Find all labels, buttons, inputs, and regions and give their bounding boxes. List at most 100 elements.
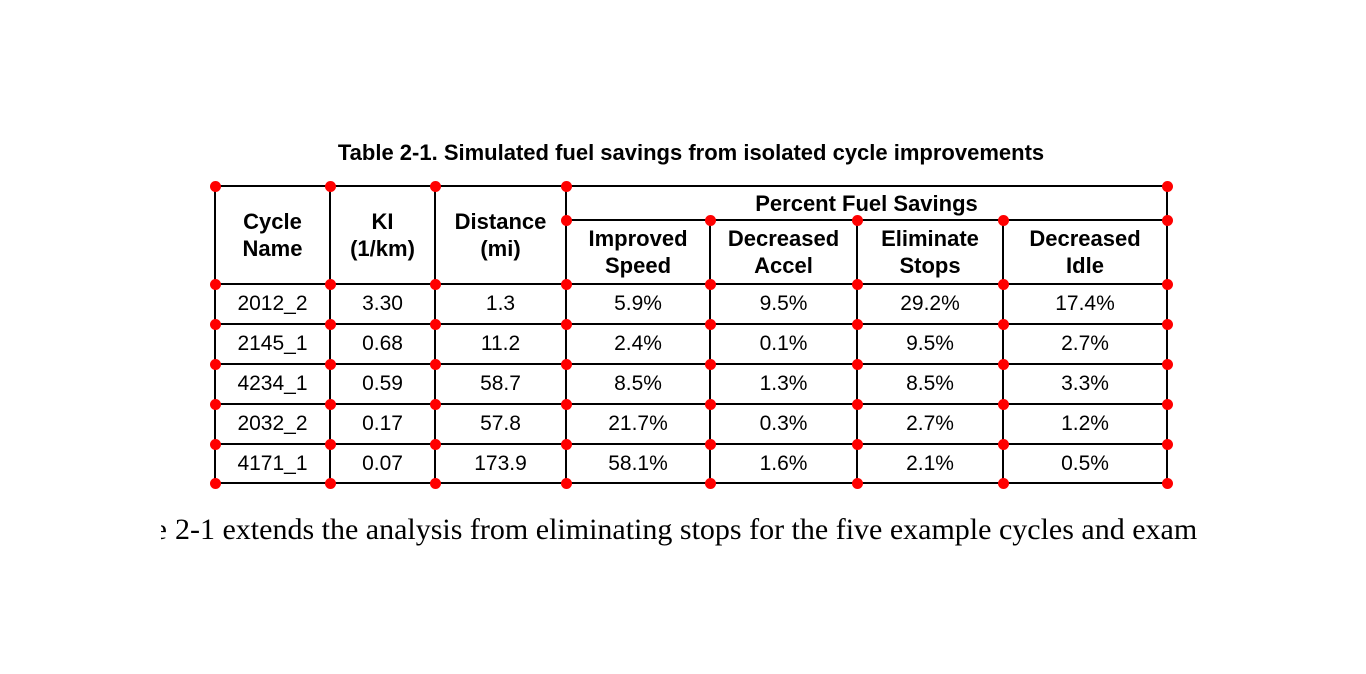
grid-handle-dot[interactable] xyxy=(1162,215,1173,226)
cell-1-decreased-accel: 0.1% xyxy=(710,324,857,364)
grid-handle-dot[interactable] xyxy=(325,399,336,410)
grid-handle-dot[interactable] xyxy=(430,399,441,410)
cell-2-improved-speed: 8.5% xyxy=(566,364,710,404)
grid-handle-dot[interactable] xyxy=(998,279,1009,290)
table-grid-line xyxy=(214,185,216,484)
cell-4-ki: 0.07 xyxy=(330,444,435,483)
grid-handle-dot[interactable] xyxy=(210,439,221,450)
grid-handle-dot[interactable] xyxy=(325,439,336,450)
table-grid-line xyxy=(214,363,1168,365)
cell-text: 2.7% xyxy=(1061,332,1109,355)
cell-3-distance-mi: 57.8 xyxy=(435,404,566,444)
cell-4-eliminate-stops: 2.1% xyxy=(857,444,1003,483)
grid-handle-dot[interactable] xyxy=(852,478,863,489)
grid-handle-dot[interactable] xyxy=(998,439,1009,450)
grid-handle-dot[interactable] xyxy=(1162,478,1173,489)
grid-handle-dot[interactable] xyxy=(430,359,441,370)
cell-text: 9.5% xyxy=(906,332,954,355)
cell-text: 0.5% xyxy=(1061,451,1109,475)
grid-handle-dot[interactable] xyxy=(325,359,336,370)
grid-handle-dot[interactable] xyxy=(1162,439,1173,450)
cell-text: 1.3% xyxy=(759,372,808,395)
cell-3-decreased-idle: 1.2% xyxy=(1003,404,1167,444)
cell-1-ki: 0.68 xyxy=(330,324,435,364)
grid-handle-dot[interactable] xyxy=(561,181,572,192)
grid-handle-dot[interactable] xyxy=(852,359,863,370)
cell-2-decreased-idle: 3.3% xyxy=(1003,364,1167,404)
cell-0-decreased-accel: 9.5% xyxy=(710,284,857,324)
grid-handle-dot[interactable] xyxy=(210,399,221,410)
cell-0-cycle-name: 2012_2 xyxy=(215,284,330,324)
grid-handle-dot[interactable] xyxy=(210,319,221,330)
grid-handle-dot[interactable] xyxy=(210,181,221,192)
grid-handle-dot[interactable] xyxy=(1162,181,1173,192)
grid-handle-dot[interactable] xyxy=(430,181,441,192)
grid-handle-dot[interactable] xyxy=(852,399,863,410)
grid-handle-dot[interactable] xyxy=(998,319,1009,330)
grid-handle-dot[interactable] xyxy=(561,439,572,450)
cell-4-improved-speed: 58.1% xyxy=(566,444,710,483)
cell-text: 1.6% xyxy=(759,451,808,475)
grid-handle-dot[interactable] xyxy=(430,319,441,330)
table-grid-line xyxy=(565,185,567,484)
grid-handle-dot[interactable] xyxy=(561,279,572,290)
cell-text: 8.5% xyxy=(614,372,662,395)
grid-handle-dot[interactable] xyxy=(705,215,716,226)
cell-text: (mi) xyxy=(480,236,521,261)
grid-handle-dot[interactable] xyxy=(705,399,716,410)
grid-handle-dot[interactable] xyxy=(852,319,863,330)
grid-handle-dot[interactable] xyxy=(998,478,1009,489)
grid-handle-dot[interactable] xyxy=(852,279,863,290)
grid-handle-dot[interactable] xyxy=(561,399,572,410)
grid-handle-dot[interactable] xyxy=(430,478,441,489)
grid-handle-dot[interactable] xyxy=(325,181,336,192)
grid-handle-dot[interactable] xyxy=(998,399,1009,410)
cell-text: Idle xyxy=(1066,253,1104,278)
cell-text: Distance xyxy=(454,209,547,234)
cell-text: Improved xyxy=(588,226,688,251)
grid-handle-dot[interactable] xyxy=(998,215,1009,226)
grid-handle-dot[interactable] xyxy=(325,319,336,330)
grid-handle-dot[interactable] xyxy=(705,439,716,450)
header-cell-ki: KI (1/km) xyxy=(330,186,435,284)
cell-text: 57.8 xyxy=(480,412,521,435)
grid-handle-dot[interactable] xyxy=(998,359,1009,370)
grid-handle-dot[interactable] xyxy=(1162,279,1173,290)
grid-handle-dot[interactable] xyxy=(325,478,336,489)
grid-handle-dot[interactable] xyxy=(705,478,716,489)
grid-handle-dot[interactable] xyxy=(561,478,572,489)
grid-handle-dot[interactable] xyxy=(210,279,221,290)
cell-text: 58.7 xyxy=(480,372,521,395)
table-grid-line xyxy=(214,323,1168,325)
body-text: 2-1 extends the analysis from eliminatin… xyxy=(175,513,1198,546)
grid-handle-dot[interactable] xyxy=(705,319,716,330)
grid-handle-dot[interactable] xyxy=(210,478,221,489)
grid-handle-dot[interactable] xyxy=(561,215,572,226)
grid-handle-dot[interactable] xyxy=(1162,319,1173,330)
grid-handle-dot[interactable] xyxy=(210,359,221,370)
grid-handle-dot[interactable] xyxy=(325,279,336,290)
grid-handle-dot[interactable] xyxy=(430,439,441,450)
grid-handle-dot[interactable] xyxy=(852,439,863,450)
table-grid-line xyxy=(1166,185,1168,484)
grid-handle-dot[interactable] xyxy=(1162,359,1173,370)
cell-text: Cycle xyxy=(243,209,302,234)
cell-4-distance-mi: 173.9 xyxy=(435,444,566,483)
cell-1-cycle-name: 2145_1 xyxy=(215,324,330,364)
subheader-cell-eliminate-stops: Eliminate Stops xyxy=(857,220,1003,284)
table-grid-line xyxy=(329,185,331,484)
grid-handle-dot[interactable] xyxy=(852,215,863,226)
grid-handle-dot[interactable] xyxy=(561,359,572,370)
cell-text: Stops xyxy=(899,253,961,278)
cell-text: Name xyxy=(242,236,303,261)
subheader-cell-decreased-idle: Decreased Idle xyxy=(1003,220,1167,284)
grid-handle-dot[interactable] xyxy=(705,279,716,290)
table-grid-line xyxy=(856,219,858,484)
cell-text: 5.9% xyxy=(614,292,662,315)
cell-text: Decreased xyxy=(727,226,840,251)
grid-handle-dot[interactable] xyxy=(430,279,441,290)
grid-handle-dot[interactable] xyxy=(1162,399,1173,410)
cell-2-eliminate-stops: 8.5% xyxy=(857,364,1003,404)
grid-handle-dot[interactable] xyxy=(705,359,716,370)
grid-handle-dot[interactable] xyxy=(561,319,572,330)
